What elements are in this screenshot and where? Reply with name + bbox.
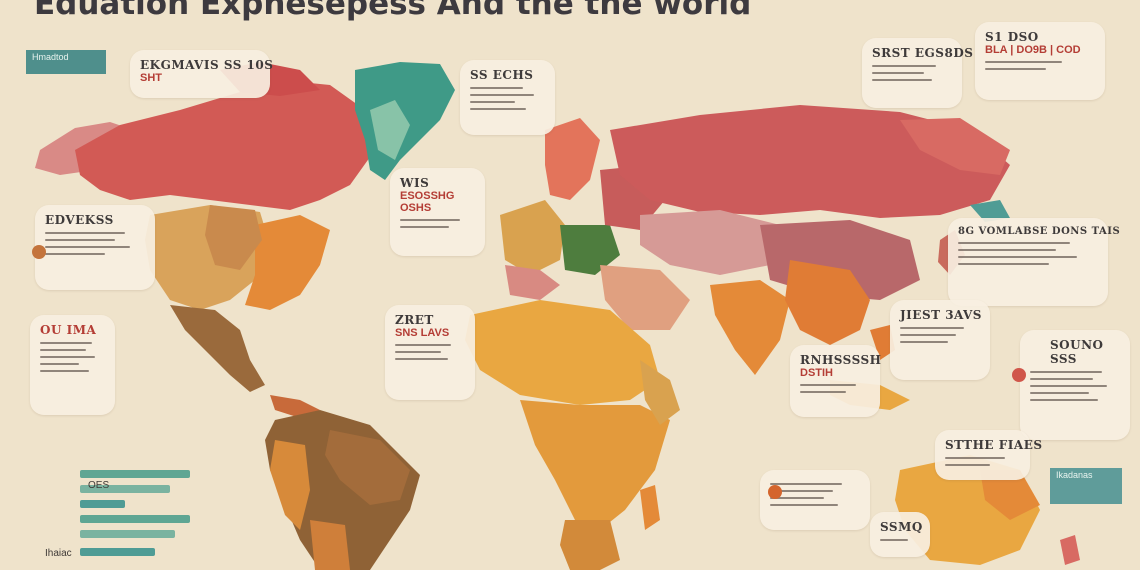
info-card-pacific-east: SOUNO SSS xyxy=(1020,330,1130,440)
legend-bar xyxy=(80,548,155,556)
card-text-lines xyxy=(770,483,860,506)
region-sa-west xyxy=(270,440,310,530)
region-se-asia xyxy=(785,260,870,345)
card-title: EKGMAVIS SS 10S xyxy=(140,58,274,72)
card-title: RNHSSSSH xyxy=(800,353,882,367)
region-central-asia xyxy=(640,210,780,275)
info-card-pacific-west: OU IMA xyxy=(30,315,115,415)
card-marker-dot xyxy=(32,245,46,259)
region-africa-south xyxy=(560,520,620,570)
card-text-lines xyxy=(985,61,1095,70)
card-subtitle: SHT xyxy=(140,72,162,84)
card-text-lines xyxy=(945,457,1020,466)
region-africa-north xyxy=(465,300,660,405)
card-title: SRST EGS8DS xyxy=(872,46,974,60)
card-subtitle: ESOSSHG OSHS xyxy=(400,190,455,214)
region-scandinavia xyxy=(545,118,600,200)
card-text-lines xyxy=(395,344,465,360)
region-philippines xyxy=(870,325,895,360)
card-text-lines xyxy=(470,87,545,110)
card-title: SOUNO SSS xyxy=(1050,338,1104,366)
region-greenland-inner xyxy=(370,100,410,160)
region-brazil xyxy=(325,430,410,505)
card-text-lines xyxy=(45,232,145,255)
region-africa-east xyxy=(640,360,680,425)
card-title: EDVEKSS xyxy=(45,213,114,227)
region-africa-central xyxy=(520,400,670,530)
card-text-lines xyxy=(900,327,980,343)
info-card-greenland: SS ECHS xyxy=(460,60,555,135)
region-mexico xyxy=(170,305,265,392)
card-title: SSMQ xyxy=(880,520,923,534)
region-europe-south xyxy=(505,265,560,300)
legend-bar xyxy=(80,485,170,493)
legend-tag: Hmadtod xyxy=(26,50,106,74)
card-text-lines xyxy=(958,242,1098,265)
legend-bar xyxy=(80,515,190,523)
card-title: ZRET xyxy=(395,313,434,327)
card-text-lines xyxy=(880,539,920,541)
card-text-lines xyxy=(1030,371,1120,401)
info-card-india: JIEST 3AVS xyxy=(890,300,990,380)
region-madagascar xyxy=(640,485,660,530)
card-marker-dot xyxy=(768,485,782,499)
legend-tag-right: Ikadanas xyxy=(1050,468,1122,504)
card-title: JIEST 3AVS xyxy=(900,308,982,322)
info-card-bottom-mid: SSMQ xyxy=(870,512,930,557)
card-marker-dot xyxy=(1012,368,1026,382)
info-card-east-asia: 8G VOMLABSE DONS TAIS xyxy=(948,218,1121,306)
region-australia-east xyxy=(980,470,1040,520)
region-usa-mid xyxy=(205,205,262,270)
legend-label: OES xyxy=(88,480,110,491)
card-subtitle: DSTIH xyxy=(800,367,833,379)
card-title: 8G VOMLABSE DONS TAIS xyxy=(958,226,1121,237)
card-text-lines xyxy=(400,219,475,228)
info-card-canada-west: EDVEKSS xyxy=(35,205,155,290)
card-title: WIS xyxy=(400,176,430,190)
region-india xyxy=(710,280,790,375)
region-europe-central xyxy=(560,225,620,275)
region-canada xyxy=(75,80,375,210)
region-sa-south xyxy=(310,520,350,570)
region-middle-east xyxy=(600,265,690,330)
map-title: Eduation Expnesepess And the tne world xyxy=(34,0,752,22)
legend-label: Ihaiac xyxy=(45,548,72,559)
region-europe-west xyxy=(500,200,565,275)
card-subtitle: BLA | DO9B | COD xyxy=(985,44,1081,56)
info-card-australia: STTHE FIAES xyxy=(935,430,1043,480)
legend-bar xyxy=(80,530,175,538)
card-text-lines xyxy=(872,65,952,81)
info-card-north-atlantic: WIS ESOSSHG OSHS xyxy=(390,168,485,256)
legend-bar xyxy=(80,500,125,508)
info-card-top-right: S1 DSO BLA | DO9B | COD xyxy=(975,22,1105,100)
card-text-lines xyxy=(40,342,105,372)
info-card-south-africa xyxy=(760,470,870,530)
info-card-west-africa: ZRET SNS LAVS xyxy=(385,305,475,400)
card-title: OU IMA xyxy=(40,323,97,337)
info-card-russia-north: SRST EGS8DS xyxy=(862,38,974,108)
region-korea xyxy=(970,200,1010,222)
region-usa-east xyxy=(245,215,330,310)
card-title: S1 DSO xyxy=(985,30,1039,44)
info-card-north-america-top: EKGMAVIS SS 10S SHT xyxy=(130,50,274,98)
region-russia-east xyxy=(900,118,1010,175)
region-nz xyxy=(1060,535,1080,565)
card-text-lines xyxy=(800,384,870,393)
legend-bar xyxy=(80,470,190,478)
card-title: STTHE FIAES xyxy=(945,438,1043,452)
info-card-indian-ocean: RNHSSSSH DSTIH xyxy=(790,345,882,417)
region-caribbean xyxy=(270,395,320,418)
card-title: SS ECHS xyxy=(470,68,534,82)
card-subtitle: SNS LAVS xyxy=(395,327,450,339)
